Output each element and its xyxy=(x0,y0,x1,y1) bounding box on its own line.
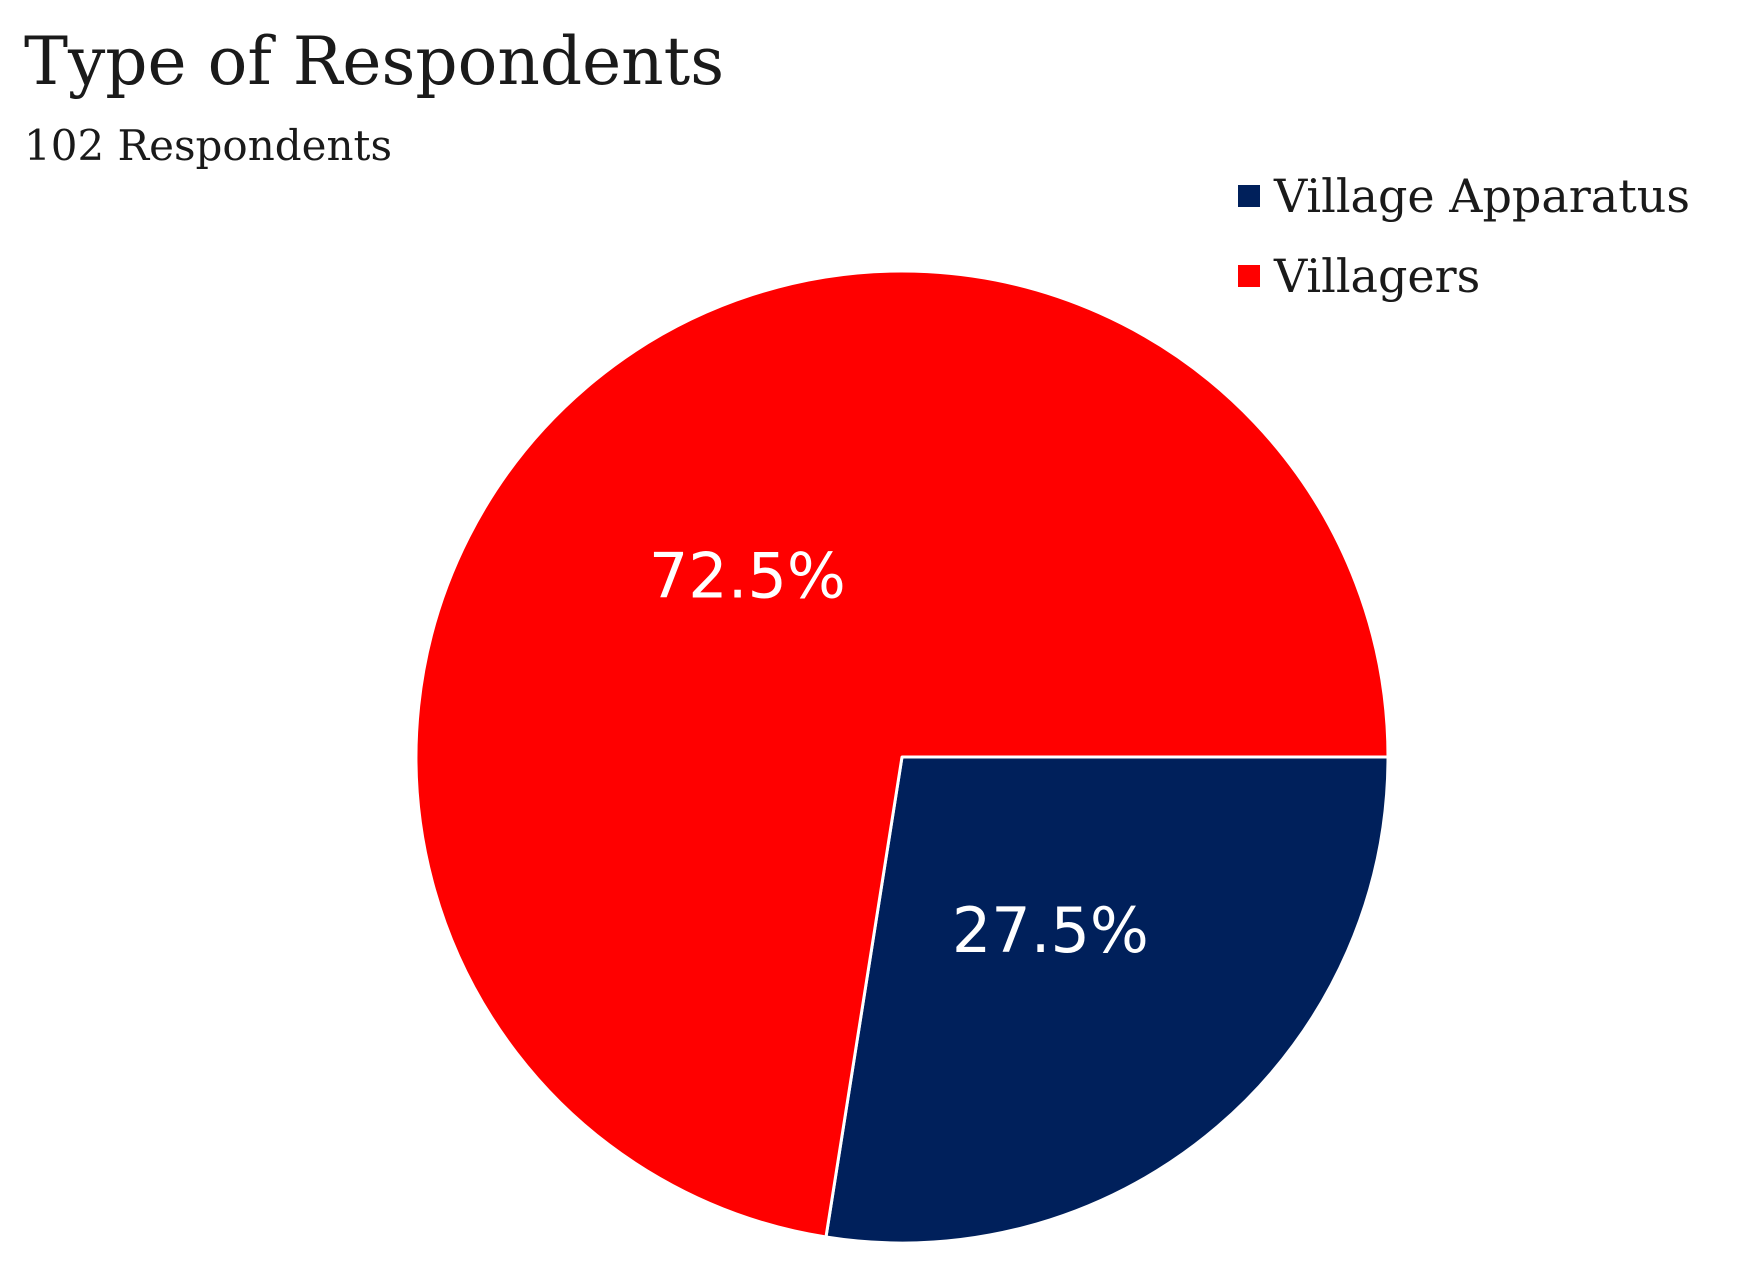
legend-item-villagers: Villagers xyxy=(1238,248,1690,304)
chart-subtitle: 102 Respondents xyxy=(24,121,392,170)
pie-slices xyxy=(414,269,1390,1245)
chart-title: Type of Respondents xyxy=(24,23,725,100)
data-label-village-apparatus: 27.5% xyxy=(952,894,1149,967)
pie-labels: 27.5% 72.5% xyxy=(649,539,1149,967)
pie-slice-villagers xyxy=(414,269,1390,1239)
legend-label-villagers: Villagers xyxy=(1274,249,1481,303)
legend-item-village-apparatus: Village Apparatus xyxy=(1238,168,1690,224)
pie-slice-village-apparatus xyxy=(824,755,1390,1245)
legend-label-village-apparatus: Village Apparatus xyxy=(1274,169,1690,223)
legend-swatch-village-apparatus xyxy=(1238,185,1260,207)
data-label-villagers: 72.5% xyxy=(649,539,846,612)
legend-swatch-villagers xyxy=(1238,265,1260,287)
chart-legend: Village Apparatus Villagers xyxy=(1238,168,1690,328)
